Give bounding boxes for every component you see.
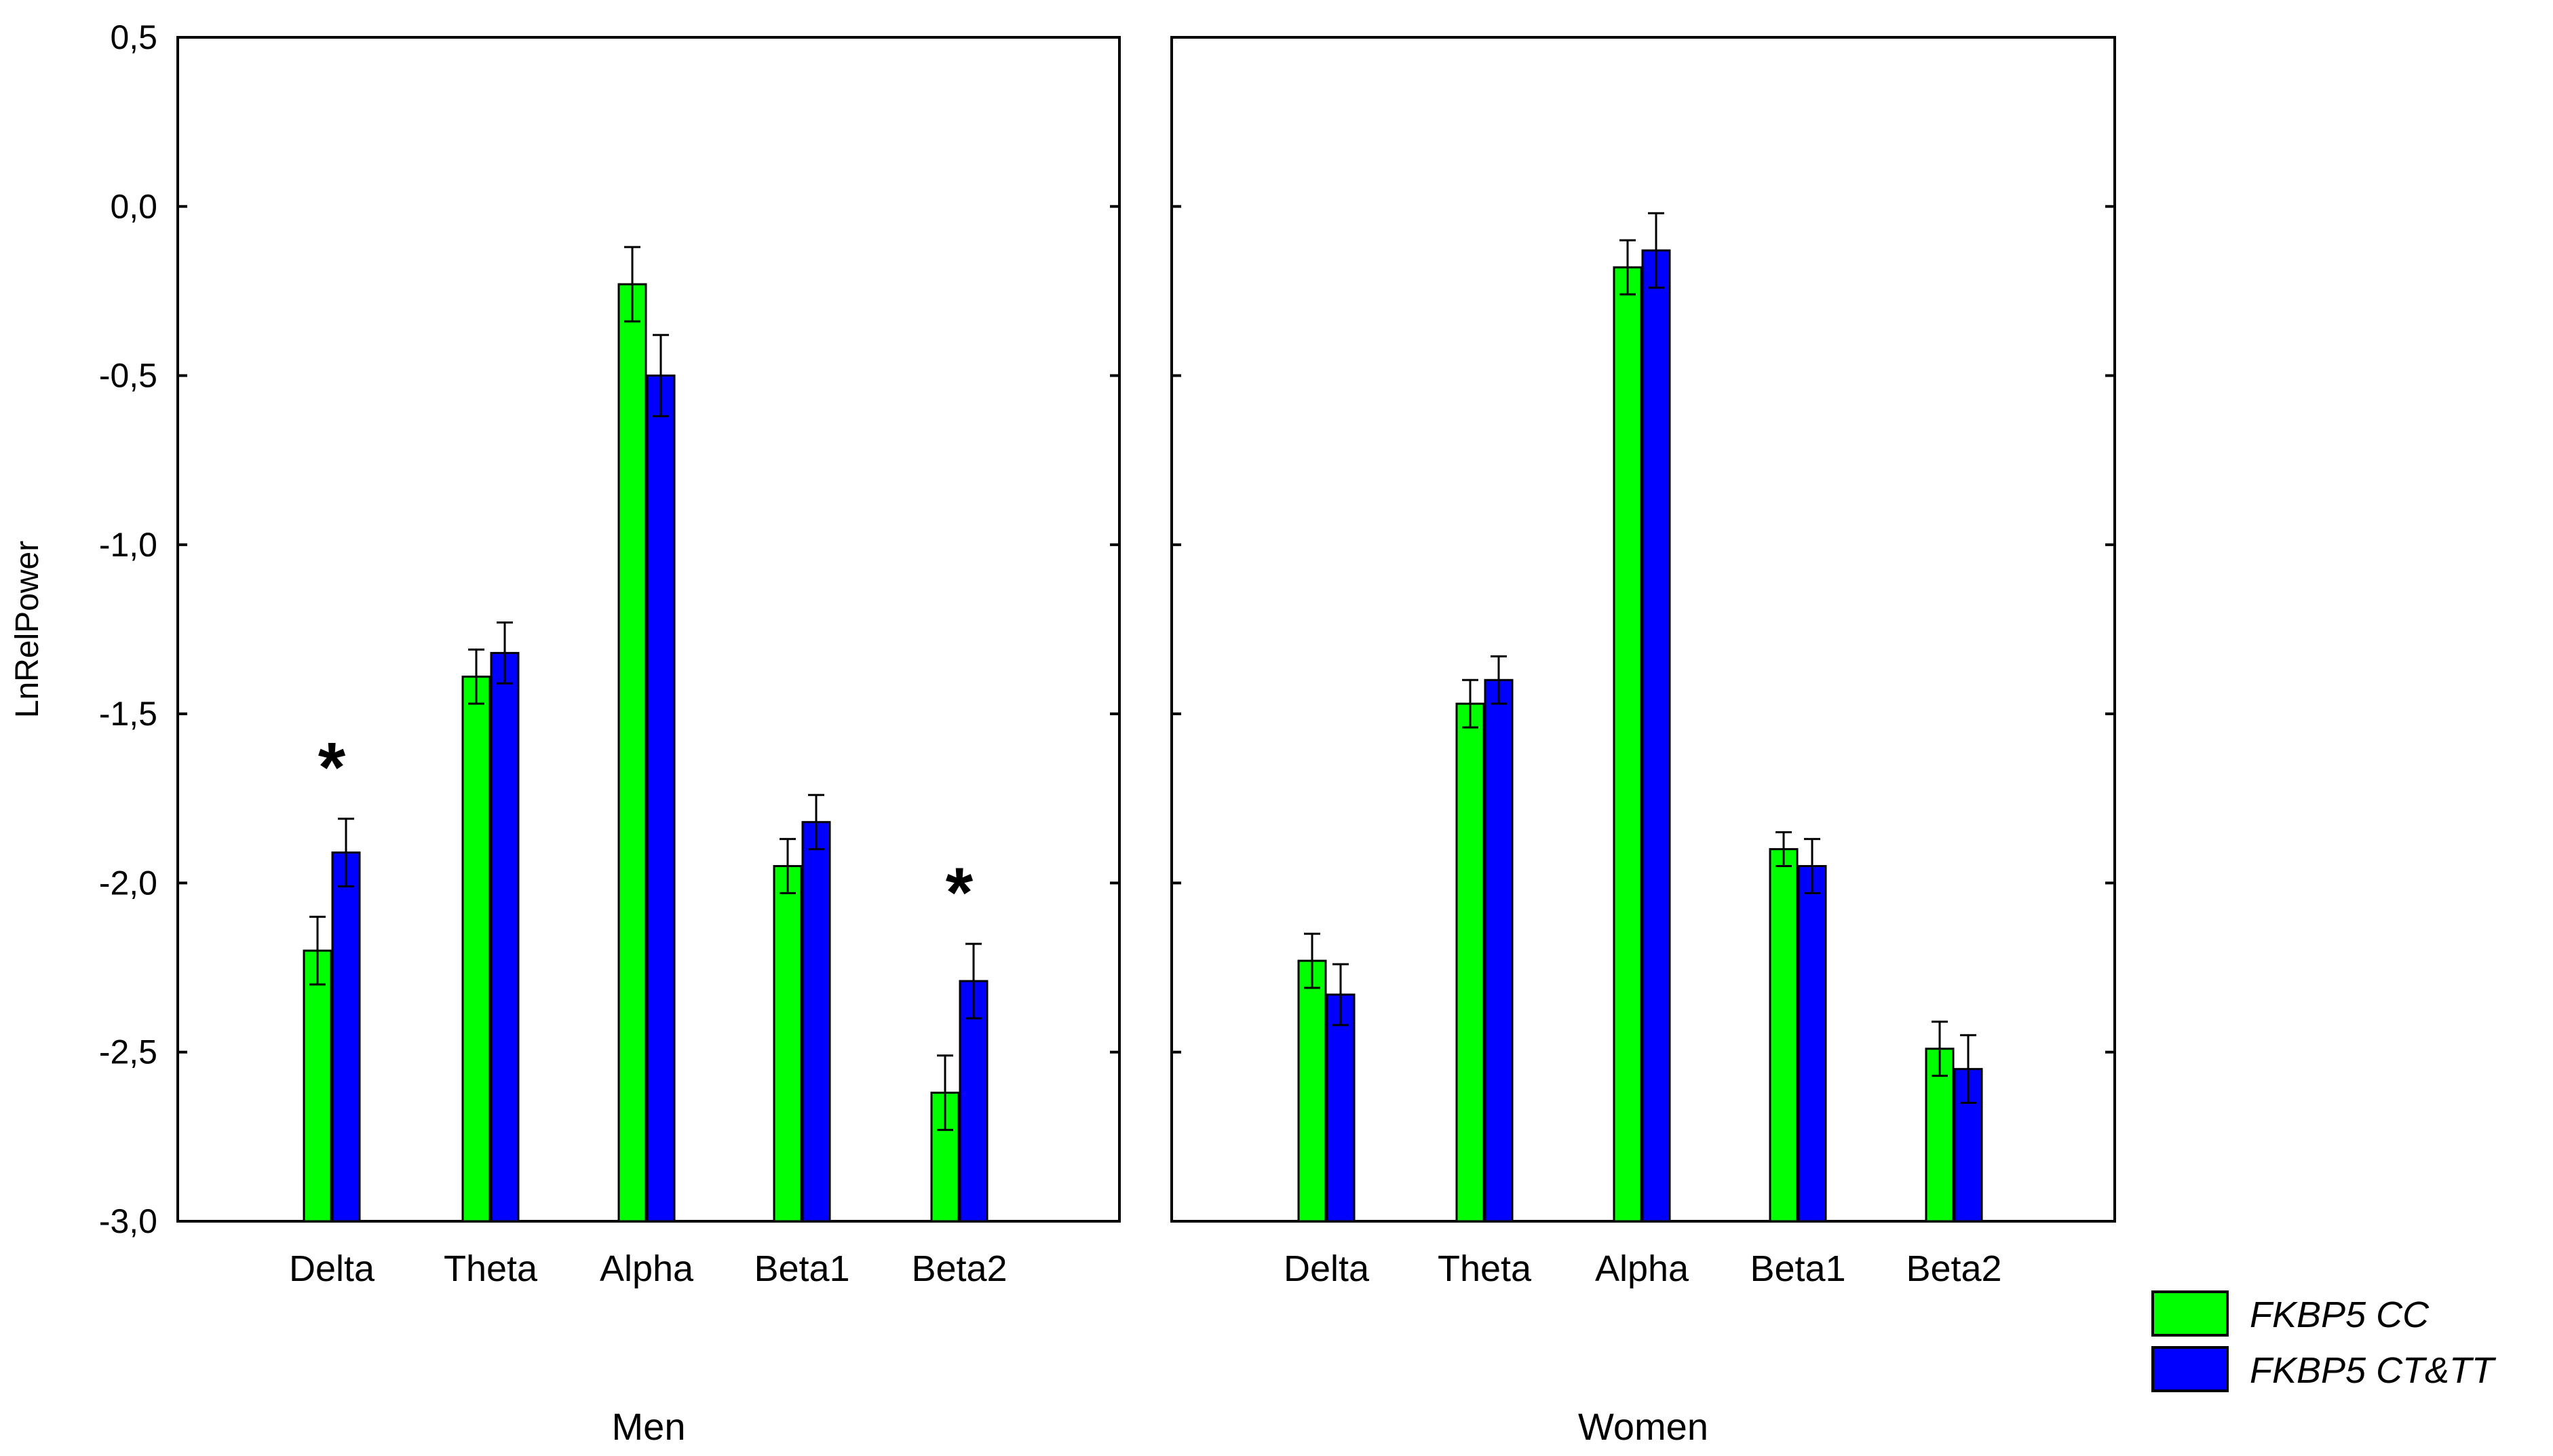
bar-cc xyxy=(617,283,647,1223)
panel-title: Women xyxy=(1578,1405,1708,1448)
x-tick-label: Beta1 xyxy=(1750,1248,1845,1289)
y-tick-label: -0,5 xyxy=(99,357,157,395)
x-tick-label: Alpha xyxy=(600,1248,694,1289)
bar-cc xyxy=(1613,266,1643,1223)
bar-ct-tt xyxy=(490,651,520,1223)
bar-cc xyxy=(773,865,803,1223)
bar-cc xyxy=(461,675,491,1223)
y-tick-label: -2,0 xyxy=(99,864,157,902)
bar-cc xyxy=(1925,1048,1955,1223)
x-tick-label: Alpha xyxy=(1595,1248,1689,1289)
significance-marker: * xyxy=(318,729,346,807)
bar-ct-tt xyxy=(1797,865,1827,1223)
y-tick-label: -2,5 xyxy=(99,1033,157,1071)
bar-ct-tt xyxy=(1484,678,1514,1223)
y-tick-label: -1,0 xyxy=(99,526,157,564)
y-tick-label: -1,5 xyxy=(99,695,157,733)
bar-cc xyxy=(1769,848,1799,1223)
bar-cc xyxy=(1297,959,1327,1223)
x-tick-label: Theta xyxy=(1438,1248,1532,1289)
x-tick-label: Delta xyxy=(289,1248,375,1289)
significance-marker: * xyxy=(946,854,974,932)
y-tick-label: 0,5 xyxy=(110,18,157,56)
legend-label: FKBP5 CT&TT xyxy=(2250,1350,2497,1391)
x-tick-label: Delta xyxy=(1284,1248,1370,1289)
panel-title: Men xyxy=(612,1405,686,1448)
y-axis-label: LnRelPower xyxy=(9,541,45,718)
x-tick-label: Beta2 xyxy=(911,1248,1007,1289)
x-tick-label: Theta xyxy=(444,1248,538,1289)
bar-ct-tt xyxy=(801,821,831,1223)
x-tick-label: Beta1 xyxy=(754,1248,849,1289)
bar-ct-tt xyxy=(959,980,988,1223)
y-tick-label: -3,0 xyxy=(99,1202,157,1240)
legend-swatch-ct-tt xyxy=(2151,1346,2229,1392)
x-tick-label: Beta2 xyxy=(1906,1248,2001,1289)
bar-ct-tt xyxy=(1641,249,1671,1223)
bar-cc xyxy=(303,949,332,1223)
legend-swatch-cc xyxy=(2151,1290,2229,1337)
legend-label: FKBP5 CC xyxy=(2250,1295,2430,1335)
bar-ct-tt xyxy=(331,851,361,1223)
bar-cc xyxy=(1455,702,1485,1223)
bar-ct-tt xyxy=(1326,993,1356,1223)
y-tick-label: 0,0 xyxy=(110,187,157,225)
bar-ct-tt xyxy=(646,375,676,1223)
